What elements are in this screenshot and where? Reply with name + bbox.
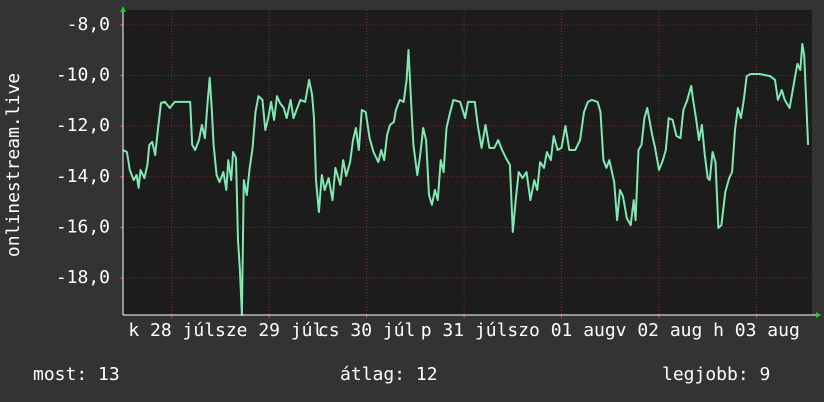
plot-area: [123, 10, 812, 315]
y-tick-label: -12,0: [56, 115, 110, 136]
data-line: [122, 42, 810, 316]
y-tick-label: -16,0: [56, 216, 110, 237]
y-axis-title: onlinestream.live: [3, 73, 24, 257]
marks: [122, 42, 810, 316]
x-tick-label: szo 01 aug: [507, 320, 615, 341]
y-axis-arrow: [120, 6, 126, 12]
x-tick-label: h 03 aug: [713, 320, 800, 341]
labels: -8,0 -10,0 -12,0 -14,0 -16,0 -18,0 k 28 júl sze…: [56, 14, 800, 341]
y-tick-label: -18,0: [56, 267, 110, 288]
x-tick-label: sze 29 júl: [215, 320, 323, 341]
y-tick-label: -14,0: [56, 166, 110, 187]
stat-average: átlag: 12: [340, 364, 438, 385]
x-tick-label: p 31 júl: [421, 320, 508, 341]
x-tick-label: k 28 júl: [128, 320, 215, 341]
x-tick-label: v 02 aug: [616, 320, 703, 341]
x-tick-label: cs 30 júl: [318, 320, 416, 341]
stat-best: legjobb: 9: [662, 364, 770, 385]
y-tick-label: -8,0: [67, 14, 110, 35]
stat-current: most: 13: [33, 364, 120, 385]
x-axis-arrow: [816, 312, 821, 318]
y-tick-label: -10,0: [56, 65, 110, 86]
